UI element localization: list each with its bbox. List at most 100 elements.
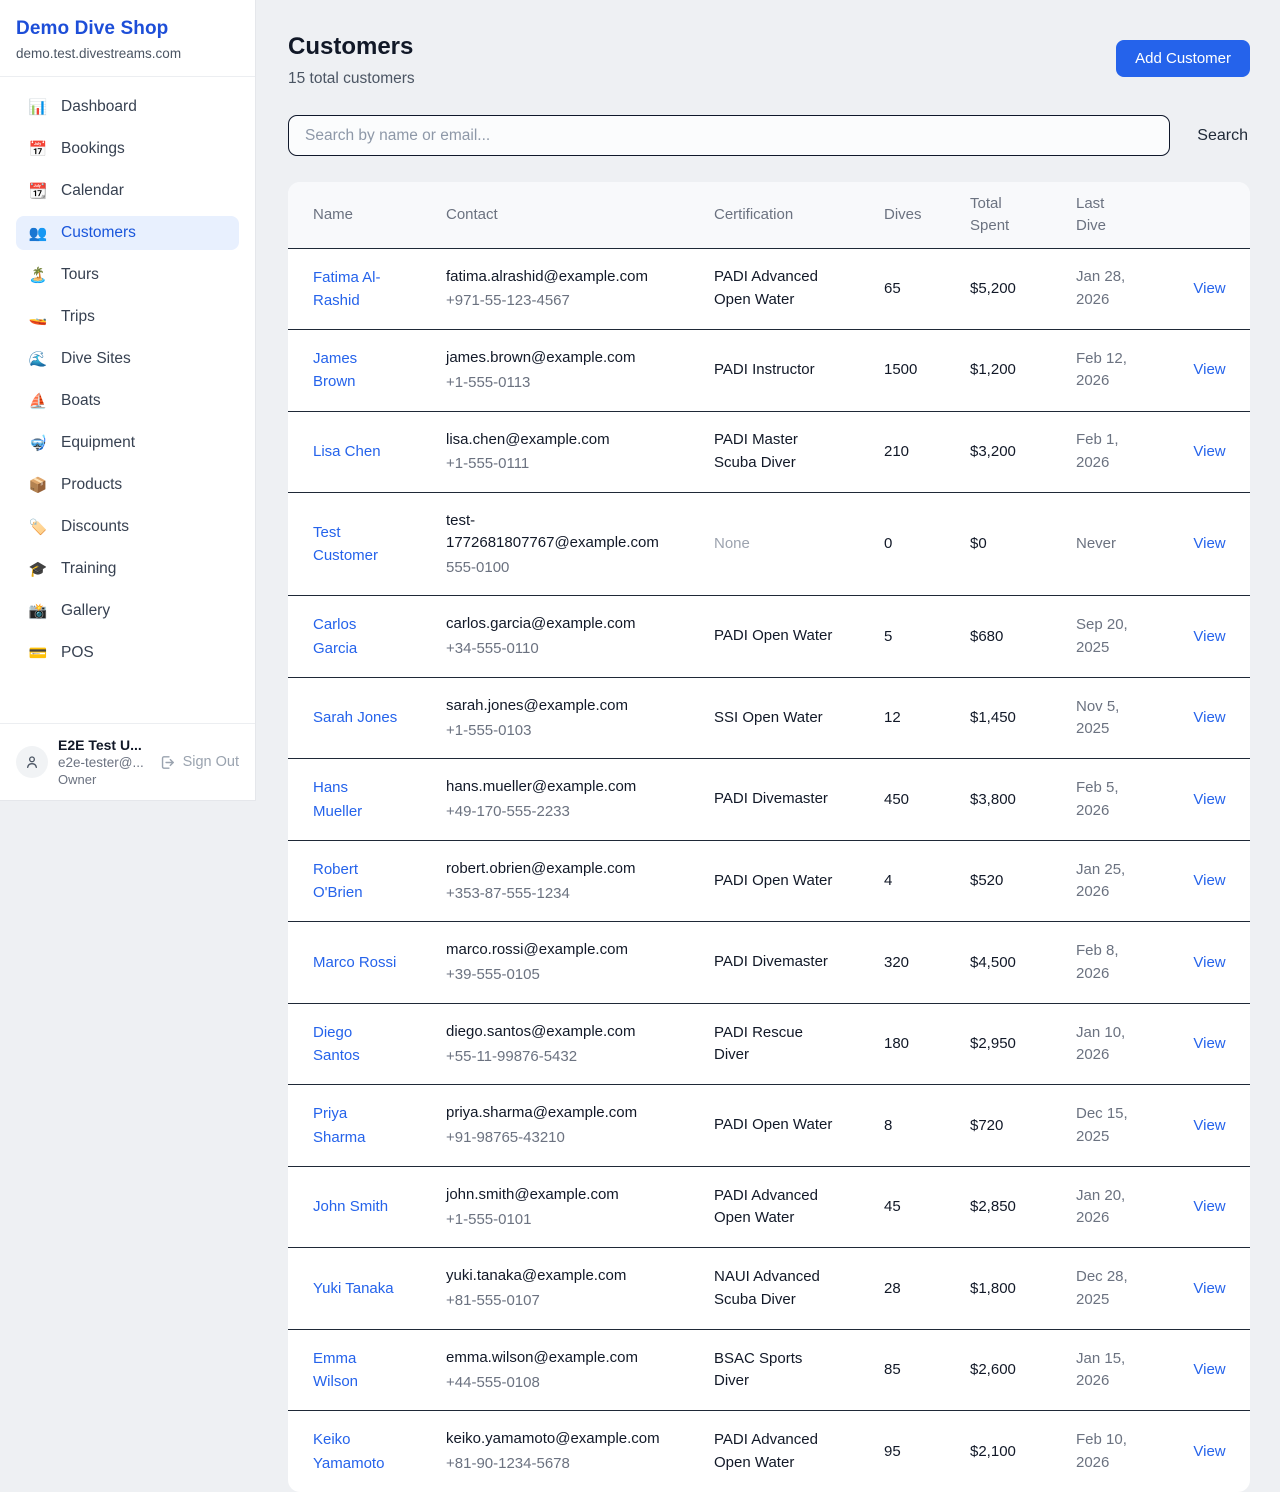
sidebar-item-training[interactable]: 🎓 Training [16,552,239,586]
customer-name-link[interactable]: Lisa Chen [313,443,381,461]
customer-name-link[interactable]: Test Customer [313,523,379,565]
customer-name-link[interactable]: James Brown [313,350,358,391]
sidebar-item-equipment[interactable]: 🤿 Equipment [16,426,239,460]
customer-total-spent: $1,200 [970,361,1016,379]
customer-phone: +91-98765-43210 [446,1129,565,1146]
sidebar-item-discounts[interactable]: 🏷️ Discounts [16,510,239,544]
column-header-dives: Dives [872,182,958,249]
sidebar-item-label: Dive Sites [61,350,131,367]
customer-phone: +971-55-123-4567 [446,292,570,310]
dashboard-icon: 📊 [28,98,48,116]
customer-phone: +39-555-0105 [446,966,540,983]
customer-last-dive: Sep 20, 2025 [1076,616,1128,656]
user-role: Owner [58,772,97,787]
column-header-contact: Contact [434,182,702,249]
sidebar-nav: 📊 Dashboard 📅 Bookings 📆 Calendar 👥 Customer… [0,77,255,723]
view-customer-link[interactable]: View [1193,1442,1226,1460]
customer-name-link[interactable]: Robert O'Brien [313,860,363,901]
search-button[interactable]: Search [1195,119,1250,153]
customer-total-spent: $2,950 [970,1035,1016,1053]
customer-name-link[interactable]: Carlos Garcia [313,616,358,657]
column-header-last-dive: Last Dive [1064,182,1169,249]
customer-phone: +55-11-99876-5432 [446,1047,578,1065]
customer-certification: NAUI Advanced Scuba Diver [714,1268,820,1308]
view-customer-link[interactable]: View [1193,1035,1226,1053]
view-customer-link[interactable]: View [1193,953,1226,971]
view-customer-link[interactable]: View [1193,790,1226,808]
customers-table-card: Name Contact Certification Dives Total S… [288,182,1250,1492]
customer-total-spent: $1,800 [970,1279,1016,1297]
column-header-certification: Certification [702,182,872,249]
sidebar-item-pos[interactable]: 💳 POS [16,636,239,670]
customer-name-link[interactable]: John Smith [313,1198,389,1216]
customer-name-link[interactable]: Diego Santos [313,1023,360,1064]
sidebar-item-label: Training [61,560,117,577]
customer-last-dive: Feb 8, 2026 [1076,942,1119,982]
table-row: Marco Rossi marco.rossi@example.com +39-… [288,921,1250,1004]
customer-name-link[interactable]: Priya Sharma [313,1105,366,1146]
view-customer-link[interactable]: View [1193,535,1226,553]
sidebar-item-dive-sites[interactable]: 🌊 Dive Sites [16,342,239,376]
view-customer-link[interactable]: View [1193,1116,1226,1134]
customer-name-link[interactable]: Keiko Yamamoto [313,1431,385,1472]
customer-email: keiko.yamamoto@example.com [446,1430,660,1448]
customer-total-spent: $2,100 [970,1442,1016,1460]
sidebar-item-dashboard[interactable]: 📊 Dashboard [16,90,239,124]
customer-dives: 0 [884,535,893,553]
pos-icon: 💳 [28,644,48,662]
sidebar-item-bookings[interactable]: 📅 Bookings [16,132,239,166]
customer-phone: +1-555-0101 [446,1210,532,1228]
view-customer-link[interactable]: View [1193,279,1226,297]
view-customer-link[interactable]: View [1193,1198,1226,1216]
sidebar-item-customers[interactable]: 👥 Customers [16,216,239,250]
customer-certification: PADI Open Water [714,627,833,645]
view-customer-link[interactable]: View [1193,1361,1226,1379]
customer-certification: None [714,534,750,552]
customer-dives: 180 [884,1035,910,1053]
customer-name-link[interactable]: Hans Mueller [313,779,363,820]
customer-email: john.smith@example.com [446,1185,619,1203]
customer-last-dive: Dec 28, 2025 [1076,1268,1128,1308]
customer-name-link[interactable]: Fatima Al-Rashid [313,268,381,309]
view-customer-link[interactable]: View [1193,709,1226,727]
view-customer-link[interactable]: View [1193,627,1226,645]
view-customer-link[interactable]: View [1193,361,1226,379]
customer-email: lisa.chen@example.com [446,430,610,448]
customer-total-spent: $2,850 [970,1198,1016,1216]
column-header-name: Name [288,182,434,249]
customer-count: 15 total customers [288,70,415,87]
sign-out-icon [161,755,174,769]
customer-phone: +81-90-1234-5678 [446,1455,570,1472]
customer-last-dive: Jan 25, 2026 [1076,860,1126,901]
sidebar-item-products[interactable]: 📦 Products [16,468,239,502]
customer-name-link[interactable]: Sarah Jones [313,709,398,727]
sidebar-item-gallery[interactable]: 📸 Gallery [16,594,239,628]
customer-dives: 4 [884,872,893,890]
sidebar-item-boats[interactable]: ⛵ Boats [16,384,239,418]
customer-total-spent: $4,500 [970,953,1016,971]
customer-certification: PADI Divemaster [714,953,828,971]
search-input[interactable] [288,115,1171,156]
customer-dives: 28 [884,1279,901,1297]
sign-out-button[interactable]: Sign Out [159,754,239,771]
customer-name-link[interactable]: Emma Wilson [313,1349,359,1390]
customer-total-spent: $3,200 [970,442,1016,460]
table-body: Fatima Al-Rashid fatima.alrashid@example… [288,248,1250,1492]
view-customer-link[interactable]: View [1193,442,1226,460]
customer-email: robert.obrien@example.com [446,859,636,877]
customer-phone: +44-555-0108 [446,1373,540,1391]
view-customer-link[interactable]: View [1193,872,1226,890]
customer-name-link[interactable]: Yuki Tanaka [313,1279,394,1297]
products-icon: 📦 [28,476,48,494]
sidebar-item-calendar[interactable]: 📆 Calendar [16,174,239,208]
tours-icon: 🏝️ [28,266,48,284]
equipment-icon: 🤿 [28,434,48,452]
customer-name-link[interactable]: Marco Rossi [313,953,397,971]
customer-dives: 5 [884,627,893,645]
view-customer-link[interactable]: View [1193,1279,1226,1297]
add-customer-button[interactable]: Add Customer [1116,40,1250,77]
sidebar-item-label: Trips [61,308,95,325]
sidebar-item-trips[interactable]: 🚤 Trips [16,300,239,334]
table-row: Carlos Garcia carlos.garcia@example.com … [288,595,1250,678]
sidebar-item-tours[interactable]: 🏝️ Tours [16,258,239,292]
